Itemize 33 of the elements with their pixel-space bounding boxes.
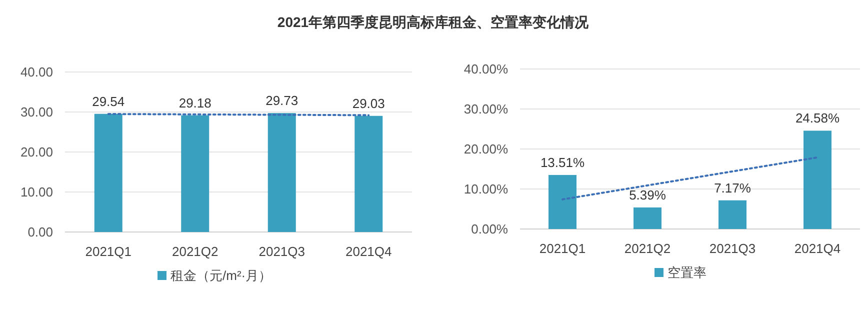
x-tick-label: 2021Q4 <box>345 244 392 259</box>
x-tick-label: 2021Q3 <box>258 244 306 259</box>
chart-title: 2021年第四季度昆明高标库租金、空置率变化情况 <box>277 14 590 30</box>
data-label: 24.58% <box>795 110 840 126</box>
y-tick-label: 40.00 <box>20 64 53 80</box>
x-tick-label: 2021Q4 <box>794 241 841 256</box>
data-label: 29.03 <box>352 96 385 111</box>
x-tick-label: 2021Q2 <box>624 241 671 256</box>
data-label: 29.18 <box>178 95 212 110</box>
bar <box>634 207 662 229</box>
x-tick-label: 2021Q1 <box>539 241 586 256</box>
y-tick-label: 10.00% <box>464 182 508 196</box>
data-label: 29.73 <box>266 93 298 108</box>
data-label: 5.39% <box>629 187 666 202</box>
y-tick-label: 30.00 <box>20 104 53 120</box>
y-tick-label: 30.00% <box>464 102 508 116</box>
x-tick-label: 2021Q1 <box>85 244 132 259</box>
y-tick-label: 40.00% <box>464 62 508 76</box>
legend-label: 租金（元/m²·月） <box>170 268 272 283</box>
data-label: 7.17% <box>714 180 752 196</box>
bar <box>804 130 832 229</box>
legend-label: 空置率 <box>668 265 706 280</box>
y-tick-label: 10.00 <box>20 184 53 200</box>
data-label: 13.51% <box>540 154 585 170</box>
bar <box>548 174 576 229</box>
y-tick-label: 20.00 <box>20 144 53 160</box>
x-tick-label: 2021Q2 <box>172 244 218 259</box>
x-tick-label: 2021Q3 <box>709 241 756 256</box>
bar <box>718 200 746 229</box>
y-tick-label: 20.00% <box>464 142 508 156</box>
data-label: 29.54 <box>92 94 125 109</box>
y-tick-label: 0.00 <box>28 224 53 240</box>
y-tick-label: 0.00% <box>471 222 508 236</box>
